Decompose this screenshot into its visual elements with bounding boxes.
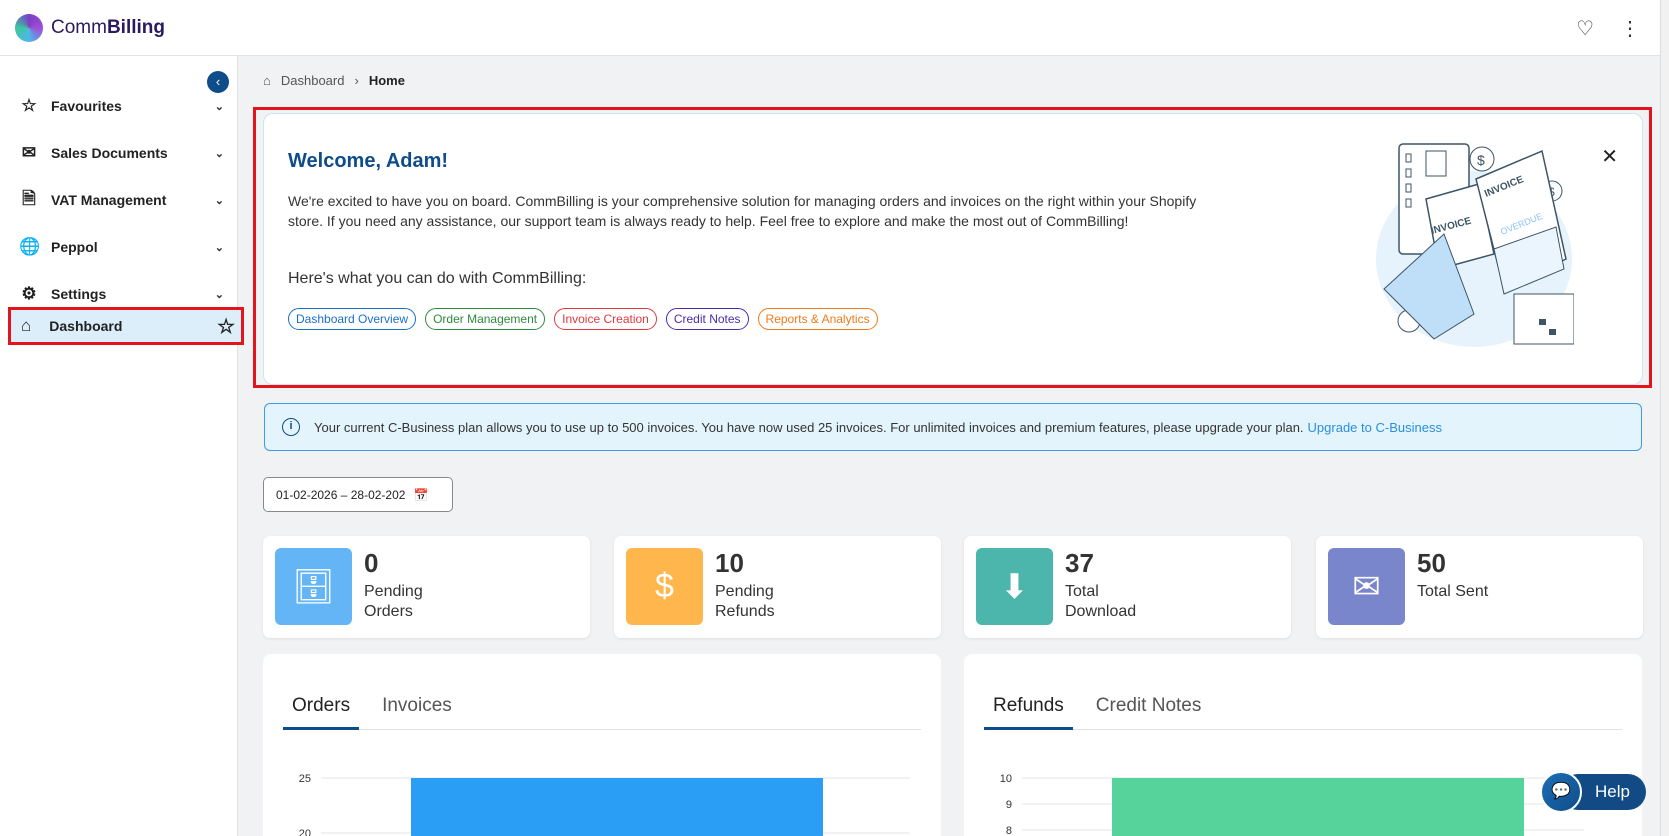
stat-value: 10: [715, 548, 744, 578]
chevron-down-icon[interactable]: ⌄: [214, 147, 224, 160]
chevron-right-icon: ›: [354, 73, 359, 88]
more-vertical-icon[interactable]: ⋮: [1620, 18, 1640, 40]
stat-value: 50: [1417, 548, 1446, 578]
calendar-icon[interactable]: 📅: [413, 487, 429, 502]
stat-label: Total Sent: [1417, 583, 1489, 600]
dollar-bill-icon: $: [626, 548, 703, 625]
close-icon[interactable]: ✕: [1601, 146, 1618, 168]
brand-bold: Billing: [106, 16, 166, 38]
invoice-illustration: $ $ INVOICE INVOICE OVERDUE: [1376, 143, 1574, 347]
welcome-title: Welcome, Adam!: [288, 150, 449, 172]
nav-icon: 🗎: [22, 188, 36, 208]
tab-orders[interactable]: Orders: [283, 684, 360, 730]
stat-card[interactable]: $10 Pending Refunds: [614, 536, 941, 638]
sidebar-item-favourites[interactable]: ☆ Favourites ⌄: [0, 86, 238, 126]
heart-icon[interactable]: ♡: [1576, 18, 1594, 40]
info-icon: i: [282, 418, 300, 436]
nav-icon: ⚙: [21, 284, 37, 303]
logo-mark: [15, 13, 43, 42]
bar[interactable]: [1112, 778, 1524, 836]
breadcrumb-current: Home: [368, 73, 405, 88]
sidebar-item-label: Sales Documents: [51, 145, 168, 161]
banner-text: Your current C-Business plan allows you …: [314, 419, 1304, 435]
stat-label: Total Download: [1065, 583, 1137, 620]
stat-label: Pending Orders: [364, 583, 423, 620]
sidebar-item-sales-documents[interactable]: ✉ Sales Documents ⌄: [0, 133, 238, 173]
sidebar-item-vat-management[interactable]: 🗎 VAT Management ⌄: [0, 180, 238, 220]
chevron-down-icon[interactable]: ⌄: [214, 100, 224, 113]
sidebar-item-dashboard[interactable]: ⌂ Dashboard ☆: [8, 307, 244, 345]
tab-credit-notes[interactable]: Credit Notes: [1095, 695, 1202, 716]
stat-value: 0: [364, 548, 379, 578]
plan-info-banner: i Your current C-Business plan allows yo…: [264, 403, 1642, 451]
y-tick-label: 20: [299, 828, 311, 836]
bar-chart: 10 9 8: [1000, 773, 1584, 836]
highlight-box: [253, 107, 1652, 388]
star-icon[interactable]: ☆: [217, 315, 235, 338]
y-tick-label: 10: [1000, 773, 1012, 785]
stat-card[interactable]: 🗄 0 Pending Orders: [263, 536, 590, 638]
bar-chart: 25 20: [299, 773, 910, 836]
mail-check-icon: ✉: [1328, 548, 1405, 625]
feature-chip[interactable]: Dashboard Overview: [288, 308, 417, 330]
tab-invoices[interactable]: Invoices: [382, 695, 452, 716]
stat-card[interactable]: ⬇ 37 Total Download: [964, 536, 1291, 638]
date-range-value: 01-02-2026 – 28-02-202: [276, 487, 406, 502]
sidebar-item-label: Favourites: [51, 98, 122, 114]
welcome-subtitle: Here's what you can do with CommBilling:: [288, 270, 587, 287]
welcome-body: We're excited to have you on board. Comm…: [288, 193, 1197, 229]
feature-chip[interactable]: Reports & Analytics: [757, 308, 878, 330]
feature-chip[interactable]: Order Management: [425, 308, 546, 330]
chart-card: Orders Invoices 25 20: [263, 654, 941, 836]
nav-icon: ☆: [21, 96, 37, 115]
inbox-icon: 🗄: [275, 548, 352, 625]
chat-icon: 💬: [1540, 771, 1582, 813]
app-header: CommBilling ♡ ⋮: [0, 0, 1660, 56]
sidebar-item-label: VAT Management: [51, 192, 167, 208]
breadcrumb-parent[interactable]: Dashboard: [280, 73, 345, 88]
home-icon: ⌂: [263, 73, 271, 88]
tab-refunds[interactable]: Refunds: [984, 684, 1073, 730]
y-tick-label: 25: [299, 773, 311, 785]
date-range-picker[interactable]: 01-02-2026 – 28-02-202 📅: [263, 477, 453, 512]
bar[interactable]: [411, 778, 823, 836]
download-icon: ⬇: [976, 548, 1053, 625]
chevron-down-icon[interactable]: ⌄: [214, 288, 224, 301]
collapse-sidebar-button[interactable]: ‹: [207, 71, 229, 93]
brand-light: Comm: [51, 16, 107, 38]
home-icon: ⌂: [21, 316, 32, 335]
nav-icon: ✉: [21, 143, 37, 162]
y-tick-label: 9: [1006, 799, 1012, 811]
sidebar: ‹ ☆ Favourites ⌄ ✉ Sales Documents ⌄ 🗎 VAT Mana…: [0, 56, 238, 836]
feature-chip[interactable]: Invoice Creation: [554, 308, 657, 330]
nav-icon: 🌐: [19, 237, 41, 256]
sidebar-item-peppol[interactable]: 🌐 Peppol ⌄: [0, 227, 238, 267]
stat-label: Pending Refunds: [715, 583, 775, 620]
sidebar-item-label: Settings: [51, 286, 107, 302]
page-scrollbar[interactable]: [1660, 0, 1669, 836]
y-tick-label: 8: [1006, 825, 1012, 836]
chart-card: Refunds Credit Notes 10 9 8: [964, 654, 1642, 836]
sidebar-item-label: Dashboard: [49, 318, 123, 334]
sidebar-item-settings[interactable]: ⚙ Settings ⌄: [0, 274, 238, 314]
chevron-down-icon[interactable]: ⌄: [214, 241, 224, 254]
breadcrumb: ⌂ Dashboard › Home: [263, 73, 405, 88]
logo[interactable]: CommBilling: [15, 13, 166, 42]
welcome-card: Welcome, Adam! We're excited to have you…: [263, 113, 1643, 385]
feature-chip[interactable]: Credit Notes: [665, 308, 749, 330]
stat-card[interactable]: ✉ 50 Total Sent: [1316, 536, 1643, 638]
help-button[interactable]: Help 💬: [1540, 771, 1646, 813]
chevron-down-icon[interactable]: ⌄: [214, 194, 224, 207]
stat-value: 37: [1065, 548, 1094, 578]
sidebar-item-label: Peppol: [51, 239, 98, 255]
svg-text:$: $: [1477, 152, 1485, 168]
upgrade-link[interactable]: Upgrade to C-Business: [1307, 419, 1442, 435]
